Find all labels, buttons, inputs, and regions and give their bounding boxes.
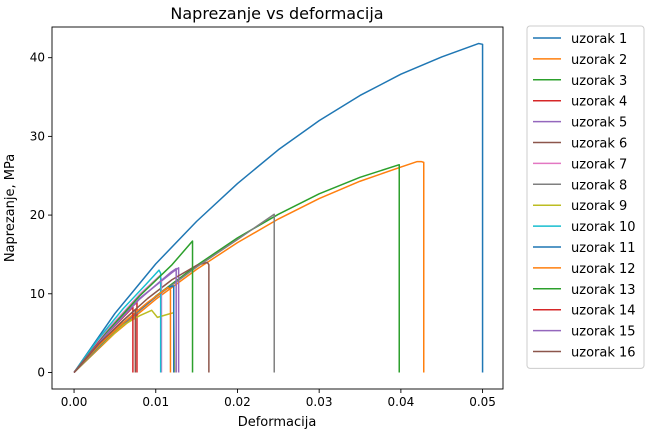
x-tick-label: 0.03 <box>306 395 333 409</box>
series-line-11 <box>73 285 175 373</box>
legend-label: uzorak 9 <box>571 199 627 214</box>
axes-layer: 0.00 0.01 0.02 0.03 0.04 0.05 0 10 20 30 40 <box>30 26 504 409</box>
legend-label: uzorak 11 <box>571 241 636 256</box>
legend-item: uzorak 10 <box>533 220 636 235</box>
legend-label: uzorak 8 <box>571 178 627 193</box>
legend-item: uzorak 4 <box>533 95 627 110</box>
legend-box <box>526 25 645 369</box>
series-line-12 <box>73 286 172 373</box>
series-line-3 <box>73 163 400 373</box>
legend-label: uzorak 7 <box>571 157 627 172</box>
series-line-15 <box>73 267 177 373</box>
series-line-2 <box>73 160 425 374</box>
legend-item: uzorak 9 <box>533 199 627 214</box>
x-tick-label: 0.01 <box>142 395 169 409</box>
series-line-6 <box>73 261 210 373</box>
legend-item: uzorak 1 <box>533 32 627 47</box>
y-tick-label: 0 <box>37 365 45 379</box>
series-layer <box>73 42 484 374</box>
series-line-7 <box>73 274 163 373</box>
legend-item: uzorak 12 <box>533 262 636 277</box>
legend-item: uzorak 15 <box>533 325 636 340</box>
legend-item: uzorak 3 <box>533 74 627 89</box>
legend-item: uzorak 5 <box>533 116 627 131</box>
legend-label: uzorak 16 <box>571 346 636 361</box>
legend-item: uzorak 14 <box>533 304 636 319</box>
series-line-10 <box>73 269 162 373</box>
legend-label: uzorak 2 <box>571 53 627 68</box>
legend-label: uzorak 10 <box>571 220 636 235</box>
legend-label: uzorak 4 <box>571 95 627 110</box>
series-line-16 <box>73 308 137 373</box>
plot-frame <box>51 26 504 390</box>
legend-item: uzorak 7 <box>533 157 627 172</box>
legend-label: uzorak 6 <box>571 137 627 152</box>
series-line-9 <box>73 309 176 373</box>
y-axis-label: Naprezanje, MPa <box>3 154 18 262</box>
x-axis-label: Deformacija <box>238 415 317 430</box>
legend-label: uzorak 13 <box>571 283 636 298</box>
y-tick-label: 20 <box>30 208 45 222</box>
y-tick-label: 10 <box>30 287 45 301</box>
x-tick-label: 0.00 <box>61 395 88 409</box>
x-tick-label: 0.02 <box>224 395 251 409</box>
y-tick-label: 40 <box>30 51 45 65</box>
legend-item: uzorak 2 <box>533 53 627 68</box>
x-tick-label: 0.05 <box>469 395 496 409</box>
legend: uzorak 1 uzorak 2 uzorak 3 uzorak 4 uzorak 5… <box>526 25 645 369</box>
legend-item: uzorak 16 <box>533 346 636 361</box>
legend-label: uzorak 12 <box>571 262 636 277</box>
legend-label: uzorak 14 <box>571 304 636 319</box>
series-line-1 <box>73 42 484 373</box>
legend-label: uzorak 3 <box>571 74 627 89</box>
chart-title: Naprezanje vs deformacija <box>170 4 383 23</box>
y-tick-label: 30 <box>30 129 45 143</box>
legend-label: uzorak 15 <box>571 325 636 340</box>
legend-label: uzorak 1 <box>571 32 627 47</box>
x-tick-label: 0.04 <box>388 395 415 409</box>
legend-item: uzorak 8 <box>533 178 627 193</box>
legend-item: uzorak 13 <box>533 283 636 298</box>
legend-item: uzorak 11 <box>533 241 636 256</box>
legend-label: uzorak 5 <box>571 116 627 131</box>
legend-item: uzorak 6 <box>533 137 627 152</box>
